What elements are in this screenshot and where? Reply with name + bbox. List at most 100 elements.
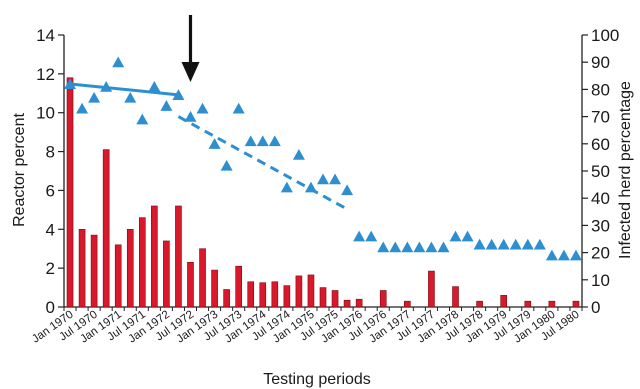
triangle-point [461,230,474,242]
triangle-point [329,173,342,185]
triangle-point [304,181,317,193]
bar [138,217,146,308]
right-tick-label: 0 [591,298,600,317]
right-tick-label: 20 [591,244,610,263]
bar-series [66,77,580,308]
triangle-point [353,230,366,242]
triangle-point [184,110,197,122]
bar [223,289,230,308]
bar [199,248,206,308]
triangle-point [292,148,305,160]
x-axis-title: Testing periods [263,371,371,388]
y-axis-left-title: Reactor percent [11,113,28,227]
left-axis-ticks: 0 2 4 6 8 10 12 14 [36,26,64,317]
triangle-point [437,241,450,253]
bar [247,281,255,308]
bar [211,269,218,308]
left-tick-label: 4 [46,220,55,239]
bar [307,274,315,308]
bar [78,228,86,308]
right-tick-label: 10 [591,271,610,290]
bar [343,299,351,308]
bar [163,240,170,308]
triangle-point [136,113,149,125]
bar [66,77,74,308]
y-axis-right-title: Infected herd percentage [617,81,634,259]
triangle-point [365,230,378,242]
left-tick-label: 14 [36,26,55,45]
solid-trend-line [69,82,179,97]
triangle-point [88,91,101,103]
bar [331,290,339,308]
bar [175,205,182,308]
bar [452,286,459,308]
triangle-point [569,249,582,261]
bar [476,300,483,308]
bar [151,205,158,308]
bar [90,234,98,308]
right-tick-label: 40 [591,189,610,208]
triangle-point [473,238,486,250]
triangle-point [64,78,77,90]
bar [319,287,327,308]
trend-lines [69,82,348,211]
left-tick-label: 10 [36,104,55,123]
left-tick-label: 8 [46,143,55,162]
arrow-head [181,62,200,82]
triangle-point [124,91,137,103]
triangle-point [268,135,281,147]
triangle-point [256,135,269,147]
triangle-point [317,173,329,185]
right-tick-label: 90 [591,53,610,72]
bar [187,262,194,308]
right-tick-label: 100 [591,26,619,45]
bar [295,275,303,308]
triangle-point [509,238,522,250]
triangle-point [521,238,534,250]
bar [428,270,435,308]
bar [524,300,532,308]
triangle-point [545,249,558,261]
triangle-point [557,249,570,261]
triangle-point [280,181,293,193]
triangle-point [172,89,185,100]
bar [283,285,291,308]
bar [114,244,122,308]
triangle-point [413,241,426,253]
right-tick-label: 50 [591,162,610,181]
bar [379,290,387,308]
triangle-series [64,56,582,261]
triangle-point [425,241,438,253]
bar [235,265,242,308]
triangle-point [497,238,510,250]
right-tick-label: 70 [591,108,610,127]
dashed-trend-line [177,115,348,211]
right-tick-label: 30 [591,216,610,235]
triangle-point [341,184,354,196]
triangle-point [148,80,161,92]
left-tick-label: 6 [46,181,55,200]
bar [271,281,279,308]
triangle-point [449,230,462,242]
triangle-point [533,238,546,250]
triangle-point [485,238,498,250]
bar [102,149,110,308]
triangle-point [208,138,221,149]
bar [548,300,556,308]
triangle-point [377,241,390,253]
triangle-point [76,102,89,114]
triangle-point [196,102,209,114]
triangle-point [401,241,414,253]
triangle-point [160,100,173,111]
triangle-point [112,56,125,68]
bar [572,300,580,308]
bar [259,282,267,308]
bar [126,228,134,308]
bar [404,300,411,308]
left-tick-label: 2 [46,259,55,278]
bar [500,295,508,308]
right-tick-label: 60 [591,135,610,154]
triangle-point [220,159,233,171]
triangle-point [100,80,113,92]
